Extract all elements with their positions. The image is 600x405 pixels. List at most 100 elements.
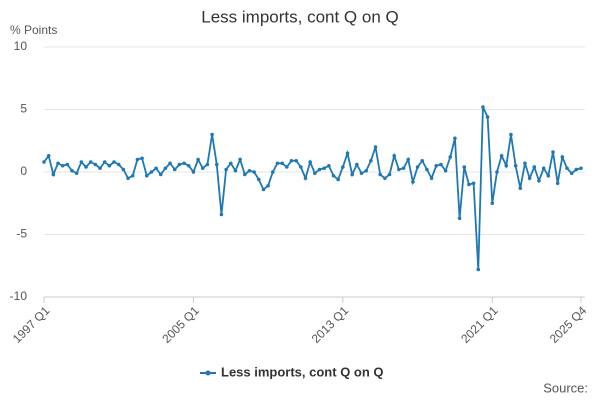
- data-point: [509, 132, 513, 137]
- data-point: [518, 186, 523, 191]
- data-point: [46, 153, 51, 158]
- data-point: [294, 158, 298, 163]
- data-point: [457, 216, 462, 221]
- data-point: [327, 163, 331, 168]
- data-point: [569, 171, 574, 176]
- data-point: [383, 176, 387, 181]
- data-point: [135, 157, 140, 162]
- x-tick-label: 2025 Q4: [547, 303, 590, 346]
- x-tick-label: 2021 Q1: [458, 303, 501, 346]
- data-point: [364, 168, 369, 173]
- data-point: [79, 160, 84, 164]
- data-point: [140, 156, 144, 161]
- data-point: [51, 172, 56, 177]
- data-point: [196, 157, 200, 162]
- y-tick-label: -5: [16, 227, 27, 241]
- data-point: [228, 161, 233, 166]
- data-point: [546, 173, 551, 178]
- data-point: [158, 172, 163, 177]
- data-point: [513, 163, 518, 168]
- data-point: [149, 170, 154, 174]
- data-point: [285, 165, 289, 169]
- y-tick-label: 10: [14, 39, 28, 53]
- chart-title: Less imports, cont Q on Q: [201, 7, 398, 26]
- data-point: [271, 170, 275, 174]
- data-point: [172, 167, 177, 172]
- data-point: [341, 165, 345, 169]
- data-point: [168, 161, 172, 166]
- data-point: [429, 176, 434, 181]
- data-point: [537, 178, 541, 183]
- data-point: [565, 166, 569, 171]
- data-point: [205, 162, 210, 167]
- data-point: [574, 167, 579, 172]
- data-point: [242, 172, 247, 177]
- data-point: [462, 165, 467, 169]
- data-point: [238, 157, 242, 162]
- data-point: [532, 165, 537, 169]
- data-point: [504, 163, 509, 168]
- data-point: [443, 168, 448, 173]
- legend-label: Less imports, cont Q on Q: [221, 364, 384, 379]
- data-point: [397, 167, 401, 172]
- data-point: [560, 155, 565, 159]
- data-point: [345, 151, 350, 156]
- data-point: [186, 163, 191, 168]
- data-point: [453, 136, 457, 141]
- data-point: [490, 201, 495, 206]
- data-point: [355, 162, 359, 167]
- data-point: [527, 176, 532, 181]
- data-point: [499, 153, 504, 158]
- data-point: [303, 176, 308, 181]
- data-point: [126, 176, 130, 181]
- data-point: [401, 166, 406, 171]
- data-point: [247, 168, 252, 173]
- data-point: [219, 212, 224, 217]
- data-point: [471, 181, 476, 186]
- legend-marker: [205, 370, 211, 376]
- data-point: [448, 155, 453, 159]
- data-point: [88, 160, 93, 164]
- data-point: [555, 181, 560, 186]
- data-point: [350, 172, 354, 177]
- data-point: [214, 162, 219, 167]
- y-tick-label: 0: [20, 164, 27, 178]
- data-point: [313, 171, 317, 176]
- data-point: [121, 167, 126, 172]
- data-point: [84, 165, 88, 169]
- data-point: [252, 170, 256, 174]
- data-point: [411, 180, 415, 184]
- data-point: [182, 161, 186, 166]
- data-point: [60, 163, 65, 168]
- data-point: [107, 163, 112, 168]
- data-point: [261, 187, 266, 192]
- data-point: [200, 166, 205, 171]
- data-point: [476, 267, 481, 272]
- x-tick-label: 2013 Q1: [309, 303, 352, 346]
- data-point: [163, 166, 168, 171]
- data-point: [144, 173, 149, 178]
- data-point: [280, 161, 284, 166]
- data-point: [102, 160, 107, 164]
- y-tick-label: 5: [20, 102, 27, 116]
- data-point: [336, 177, 340, 182]
- data-point: [112, 160, 116, 164]
- x-tick-label: 1997 Q1: [10, 303, 53, 346]
- data-point: [154, 166, 158, 171]
- data-point: [551, 150, 555, 154]
- data-point: [42, 160, 46, 164]
- data-point: [467, 182, 471, 187]
- data-point: [579, 166, 583, 171]
- data-point: [116, 162, 121, 167]
- data-point: [373, 145, 378, 149]
- data-point: [369, 158, 373, 163]
- data-point: [439, 162, 443, 167]
- data-point: [523, 161, 527, 166]
- data-point: [266, 183, 270, 188]
- data-point: [415, 165, 420, 169]
- data-point: [392, 153, 397, 158]
- x-tick-label: 2005 Q1: [159, 303, 202, 346]
- data-point: [289, 158, 294, 163]
- source: Source:: [543, 380, 588, 395]
- data-point: [317, 167, 322, 172]
